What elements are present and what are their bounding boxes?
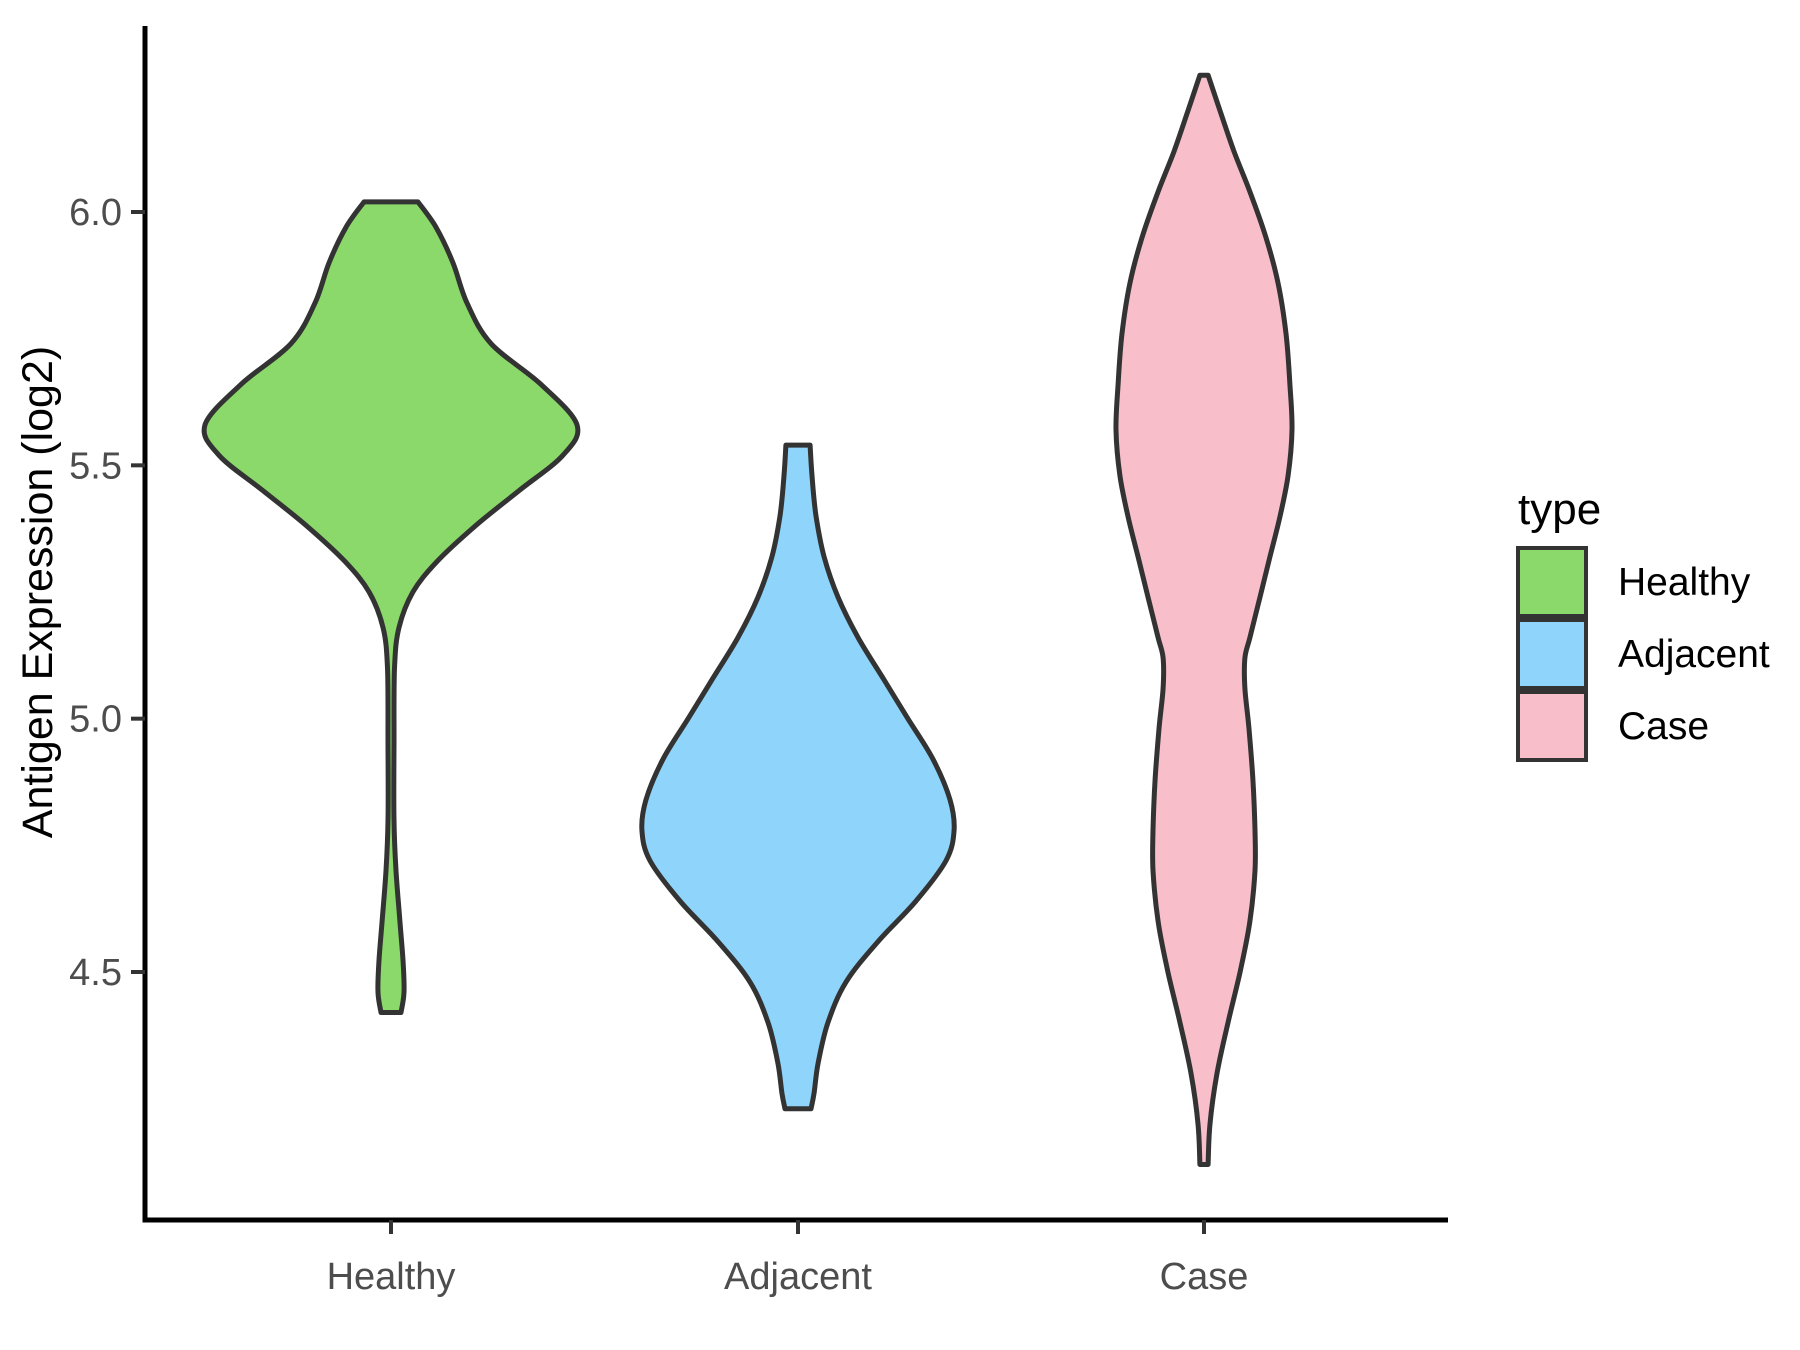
- legend-title: type: [1518, 485, 1601, 534]
- violins: [201, 72, 1295, 1167]
- legend-label-healthy: Healthy: [1618, 561, 1751, 604]
- x-tick-label-case: Case: [1160, 1256, 1249, 1298]
- violin-case: [1113, 72, 1295, 1167]
- y-tick-label-4.5: 4.5: [69, 952, 122, 994]
- x-axis-ticks: Healthy Adjacent Case: [327, 1220, 1249, 1298]
- legend-swatch-healthy: [1516, 546, 1588, 618]
- y-tick-label-5.0: 5.0: [69, 699, 122, 741]
- legend-entries: Healthy Adjacent Case: [1516, 546, 1770, 762]
- x-axis: Healthy Adjacent Case: [142, 1217, 1448, 1298]
- x-tick-label-healthy: Healthy: [327, 1256, 456, 1298]
- legend-label-adjacent: Adjacent: [1618, 633, 1770, 676]
- y-axis: 6.0 5.5 5.0 4.5 Antigen Expression (log2): [14, 26, 148, 1223]
- y-tick-label-5.5: 5.5: [69, 445, 122, 487]
- violin-healthy: [201, 199, 581, 1015]
- y-tick-label-6.0: 6.0: [69, 192, 122, 234]
- x-tick-label-adjacent: Adjacent: [724, 1256, 872, 1298]
- violin-adjacent: [639, 442, 957, 1112]
- y-axis-title: Antigen Expression (log2): [14, 346, 62, 838]
- y-axis-ticks: 6.0 5.5 5.0 4.5: [69, 192, 145, 994]
- legend-swatch-adjacent: [1516, 618, 1588, 690]
- legend-label-case: Case: [1618, 705, 1709, 748]
- legend: type Healthy Adjacent Case: [1516, 485, 1770, 762]
- legend-swatch-case: [1516, 690, 1588, 762]
